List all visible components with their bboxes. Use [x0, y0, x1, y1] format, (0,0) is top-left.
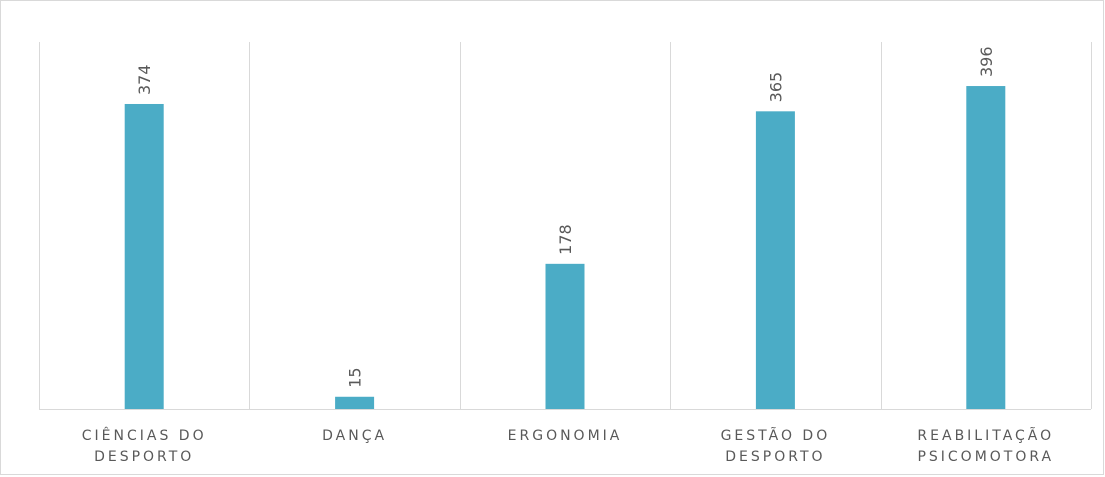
category-label: DESPORTO — [94, 449, 194, 465]
category-label: ERGONOMIA — [508, 428, 623, 444]
data-label: 15 — [346, 367, 365, 387]
bar — [755, 111, 795, 410]
bar — [124, 103, 164, 409]
category-label: DANÇA — [322, 428, 387, 444]
bar — [335, 396, 375, 409]
data-label: 178 — [556, 224, 575, 255]
category-label: CIÊNCIAS DO — [82, 426, 207, 444]
category-label: DESPORTO — [725, 449, 825, 465]
data-label: 374 — [135, 64, 154, 95]
data-label: 396 — [977, 46, 996, 77]
data-label: 365 — [766, 72, 785, 103]
category-label: REABILITAÇÃO — [917, 427, 1054, 444]
category-label: PSICOMOTORA — [917, 449, 1054, 465]
bar — [545, 263, 585, 409]
bar — [966, 86, 1006, 409]
category-label: GESTÃO DO — [721, 427, 831, 444]
